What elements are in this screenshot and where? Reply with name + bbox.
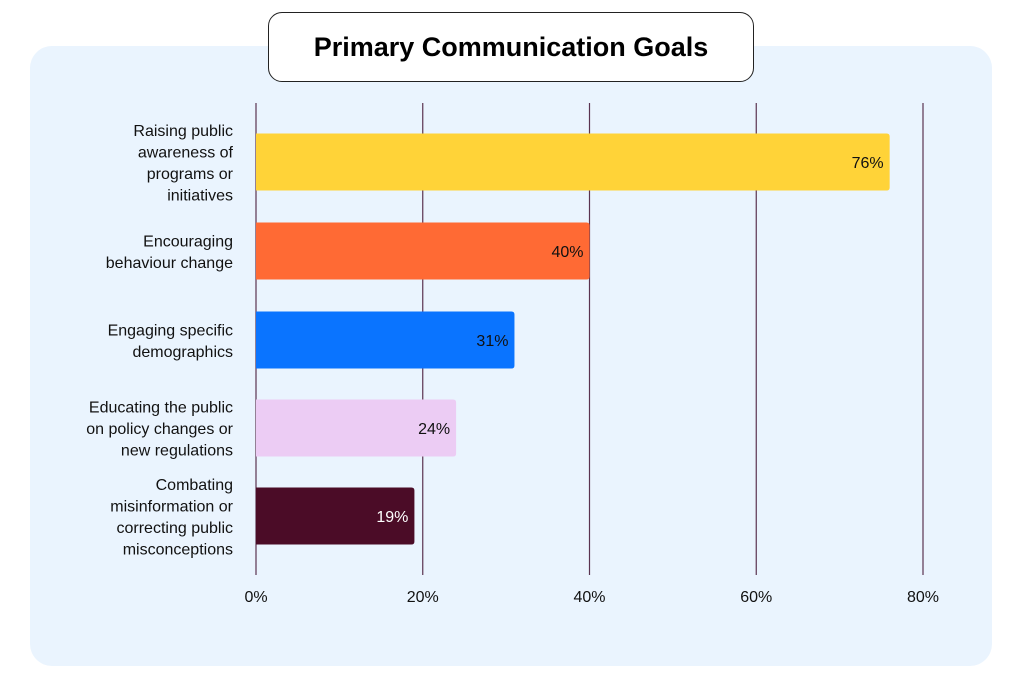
chart-title: Primary Communication Goals: [268, 12, 754, 82]
bar-value-label: 76%: [852, 155, 884, 172]
bar: [256, 222, 590, 280]
category-label-line: new regulations: [121, 443, 233, 460]
category-label: Educating the public on policy changes or…: [86, 400, 233, 460]
category-label-line: demographics: [133, 344, 234, 361]
x-tick-label: 20%: [407, 589, 439, 606]
category-label-line: Encouraging: [143, 233, 233, 250]
x-tick-label: 40%: [573, 589, 605, 606]
bar-value-label: 40%: [551, 244, 583, 261]
category-label: Raising public awareness of programs or ini…: [133, 123, 233, 205]
bar: [256, 311, 515, 369]
category-label-line: programs or: [147, 166, 234, 183]
bar-value-label: 31%: [476, 333, 508, 350]
category-label-line: correcting public: [117, 520, 234, 537]
category-label: Engaging specific demographics: [108, 322, 233, 361]
x-tick-label: 60%: [740, 589, 772, 606]
bar-value-label: 24%: [418, 421, 450, 438]
bar: [256, 133, 890, 191]
category-label-line: on policy changes or: [86, 421, 233, 438]
category-label-line: Engaging specific: [108, 322, 233, 339]
bar-value-label: 19%: [376, 509, 408, 526]
bar: [256, 399, 457, 457]
bar: [256, 487, 415, 545]
category-label-line: Educating the public: [89, 400, 233, 417]
category-label: Combating misinformation or correcting pub…: [110, 477, 233, 559]
category-label: Encouraging behaviour change: [106, 233, 233, 272]
category-label-line: misinformation or: [110, 498, 233, 515]
x-tick-label: 80%: [907, 589, 939, 606]
category-label-line: Combating: [156, 477, 233, 494]
category-label-line: Raising public: [133, 123, 233, 140]
category-label-line: behaviour change: [106, 255, 233, 272]
x-tick-label: 0%: [244, 589, 267, 606]
category-label-line: awareness of: [138, 144, 234, 161]
category-label-line: initiatives: [167, 187, 233, 204]
category-label-line: misconceptions: [123, 541, 233, 558]
